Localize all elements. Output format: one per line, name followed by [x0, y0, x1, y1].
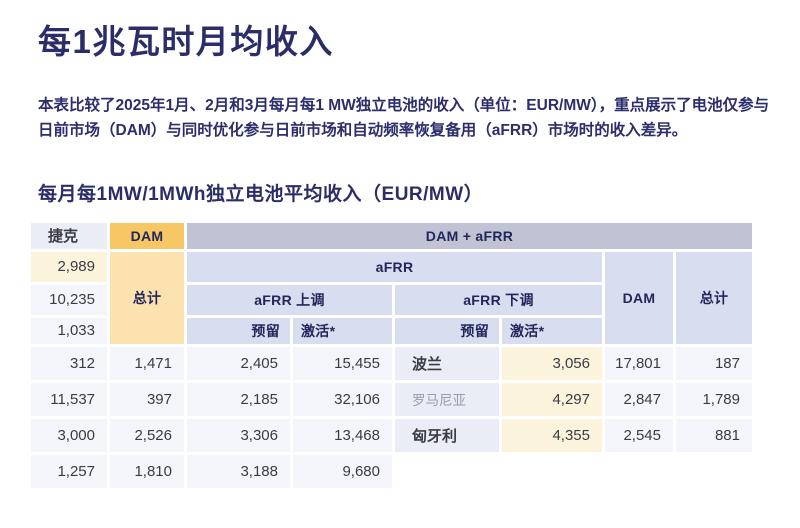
- cell-romania-down-reserved: 3,000: [31, 418, 107, 452]
- table-title: 每月每1MW/1MWh独立电池平均收入（EUR/MW）: [38, 183, 484, 205]
- cell-czech-dam: 2,405: [187, 346, 290, 380]
- revenue-table: DAM DAM + aFRR 总计 aFRR aFRR 上调 aFRR 下调 预…: [31, 222, 752, 488]
- cell-czech-up-activated: 1,033: [31, 317, 107, 344]
- cell-czech-down-reserved: 312: [31, 346, 107, 380]
- header-afrr-down: aFRR 下调: [395, 284, 602, 315]
- page-description: 本表比较了2025年1月、2月和3月每月每1 MW独立电池的收入（单位：EUR/…: [38, 96, 770, 139]
- page-title: 每1兆瓦时月均收入: [38, 23, 334, 60]
- cell-romania-down-activated: 2,526: [110, 418, 184, 452]
- row-label-poland: 波兰: [395, 346, 499, 380]
- cell-hungary-down-activated: 1,810: [110, 454, 184, 488]
- cell-czech-up-reserved: 10,235: [31, 284, 107, 315]
- cell-romania-dam-total: 4,297: [502, 382, 602, 416]
- header-afrr-up: aFRR 上调: [187, 284, 392, 315]
- header-dam-only-total: 总计: [110, 251, 184, 344]
- cell-czech-down-activated: 1,471: [110, 346, 184, 380]
- header-up-reserved: 预留: [187, 317, 290, 344]
- header-down-reserved: 预留: [395, 317, 499, 344]
- cell-romania-dam: 3,306: [187, 418, 290, 452]
- row-label-romania: 罗马尼亚: [395, 382, 499, 416]
- header-up-activated: 激活*: [293, 317, 392, 344]
- header-afrr: aFRR: [187, 251, 602, 282]
- cell-poland-down-reserved: 11,537: [31, 382, 107, 416]
- row-label-czech: 捷克: [31, 222, 107, 249]
- cell-czech-total: 15,455: [293, 346, 392, 380]
- cell-poland-dam-total: 3,056: [502, 346, 602, 380]
- cell-romania-up-activated: 1,789: [676, 382, 752, 416]
- cell-romania-total: 13,468: [293, 418, 392, 452]
- cell-poland-total: 32,106: [293, 382, 392, 416]
- page: 每1兆瓦时月均收入 本表比较了2025年1月、2月和3月每月每1 MW独立电池的…: [0, 22, 800, 528]
- cell-hungary-dam-total: 4,355: [502, 418, 602, 452]
- cell-romania-up-reserved: 2,847: [605, 382, 673, 416]
- row-label-hungary: 匈牙利: [395, 418, 499, 452]
- cell-hungary-up-activated: 881: [676, 418, 752, 452]
- header-total: 总计: [676, 251, 752, 344]
- cell-hungary-up-reserved: 2,545: [605, 418, 673, 452]
- cell-hungary-down-reserved: 1,257: [31, 454, 107, 488]
- cell-poland-up-reserved: 17,801: [605, 346, 673, 380]
- cell-hungary-dam: 3,188: [187, 454, 290, 488]
- cell-poland-dam: 2,185: [187, 382, 290, 416]
- cell-czech-dam-total: 2,989: [31, 251, 107, 282]
- cell-hungary-total: 9,680: [293, 454, 392, 488]
- header-dam-only: DAM: [110, 222, 184, 249]
- header-down-activated: 激活*: [502, 317, 602, 344]
- cell-poland-down-activated: 397: [110, 382, 184, 416]
- header-dam-plus-afrr: DAM + aFRR: [187, 222, 752, 249]
- cell-poland-up-activated: 187: [676, 346, 752, 380]
- header-dam: DAM: [605, 251, 673, 344]
